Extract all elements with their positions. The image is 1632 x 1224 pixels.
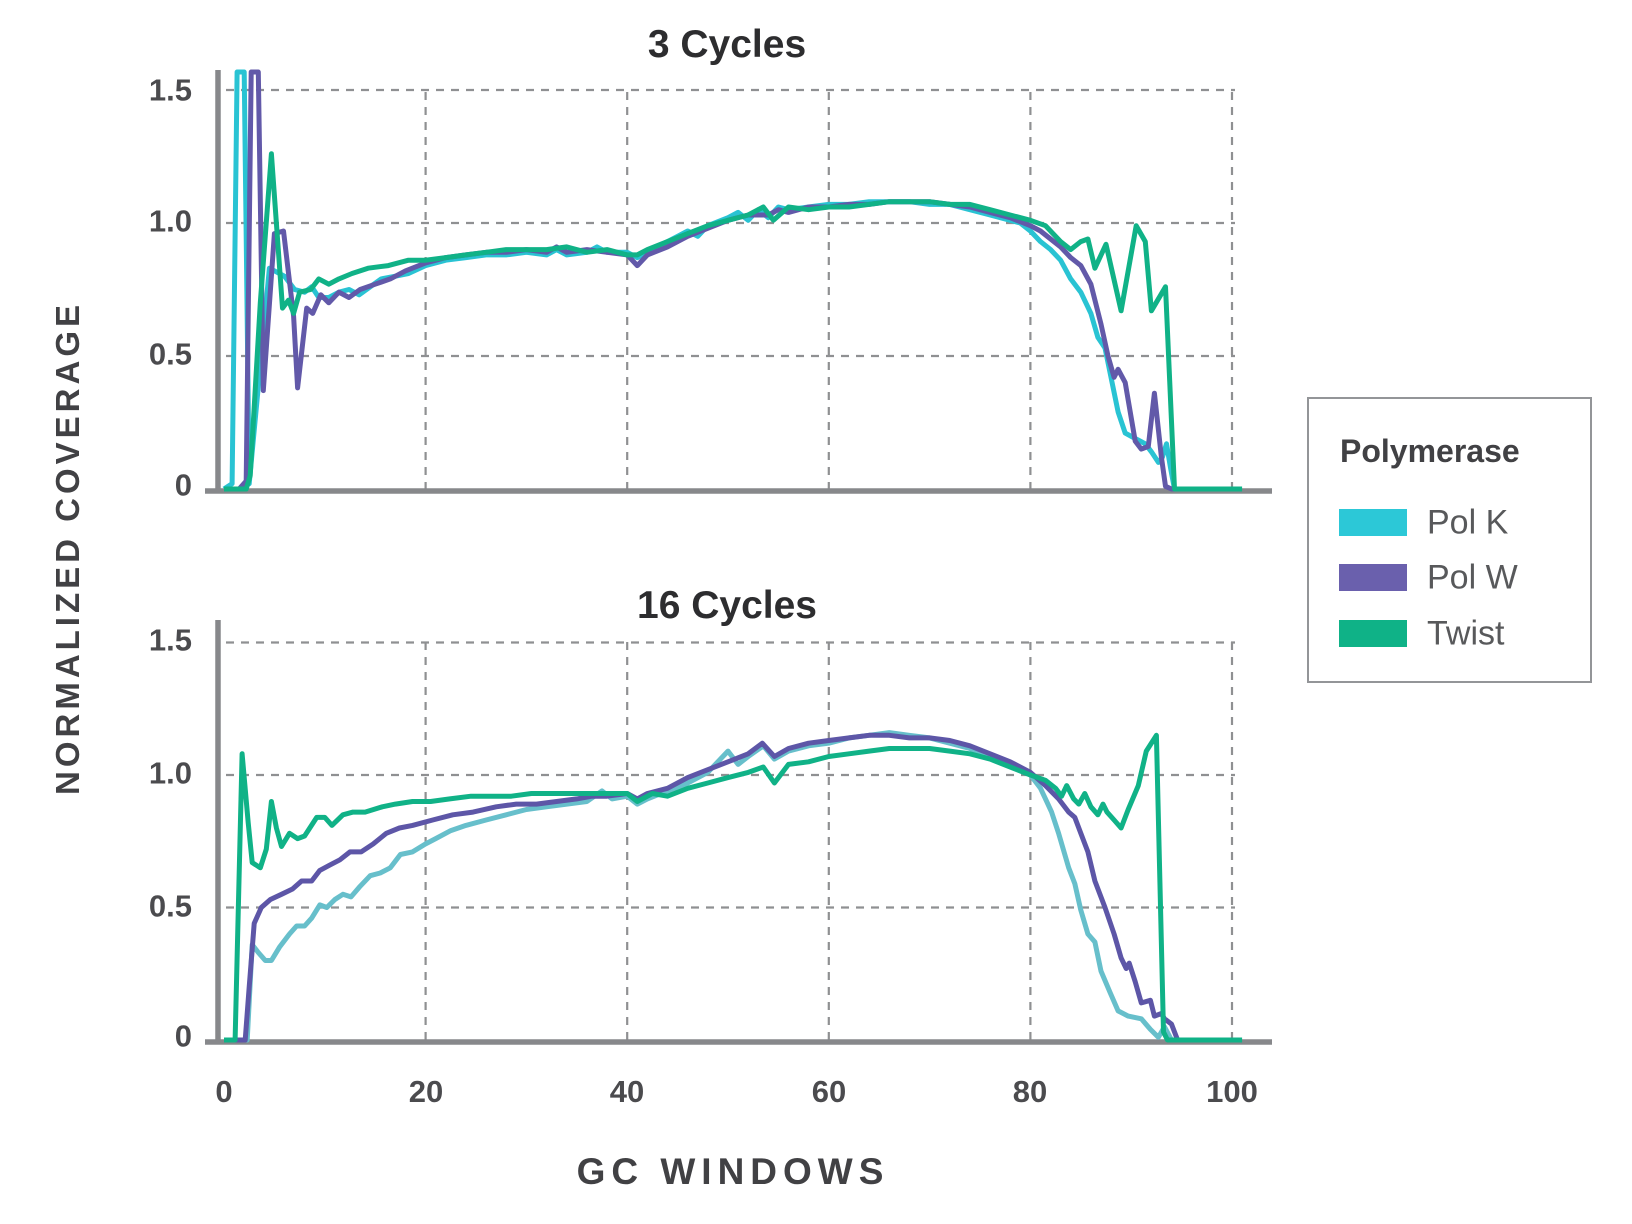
- series-line-twist: [224, 732, 1243, 1043]
- series-line-pol-k: [222, 69, 1237, 492]
- line-chart-16-cycles: [205, 620, 1272, 1045]
- x-tick-100: 100: [1206, 1074, 1258, 1109]
- y-tick-top-1-5: 1.5: [148, 72, 192, 108]
- legend-swatch-pol-k: [1339, 509, 1407, 536]
- x-tick-40: 40: [609, 1074, 645, 1109]
- y-tick-top-1-0: 1.0: [148, 203, 192, 239]
- x-tick-0: 0: [215, 1074, 233, 1109]
- legend-label-pol-k: Pol K: [1427, 503, 1509, 542]
- legend-label-twist: Twist: [1427, 614, 1505, 653]
- y-tick-top-0-5: 0.5: [148, 336, 192, 372]
- legend-swatch-pol-w: [1339, 564, 1407, 591]
- y-tick-bottom-0: 0: [174, 1018, 192, 1054]
- y-tick-bottom-1-5: 1.5: [148, 622, 192, 658]
- legend-swatch-twist: [1339, 620, 1407, 647]
- y-tick-bottom-1-0: 1.0: [148, 755, 192, 791]
- series-line-pol-k: [224, 730, 1232, 1043]
- line-chart-3-cycles: [205, 69, 1272, 494]
- x-axis-label: GC WINDOWS: [576, 1151, 890, 1192]
- chart-title-16-cycles: 16 Cycles: [637, 584, 817, 627]
- series-line-twist: [224, 151, 1243, 492]
- y-axis-label: NORMALIZED COVERAGE: [49, 300, 86, 796]
- y-tick-top-0: 0: [174, 467, 192, 503]
- legend-box: Polymerase Pol K Pol W Twist: [1307, 397, 1592, 683]
- series-line-pol-w: [224, 732, 1232, 1043]
- x-tick-80: 80: [1012, 1074, 1048, 1109]
- legend-label-pol-w: Pol W: [1427, 558, 1518, 597]
- legend-title: Polymerase: [1340, 433, 1520, 469]
- x-tick-20: 20: [408, 1074, 444, 1109]
- x-tick-60: 60: [811, 1074, 847, 1109]
- y-tick-bottom-0-5: 0.5: [148, 888, 192, 924]
- chart-title-3-cycles: 3 Cycles: [647, 23, 807, 66]
